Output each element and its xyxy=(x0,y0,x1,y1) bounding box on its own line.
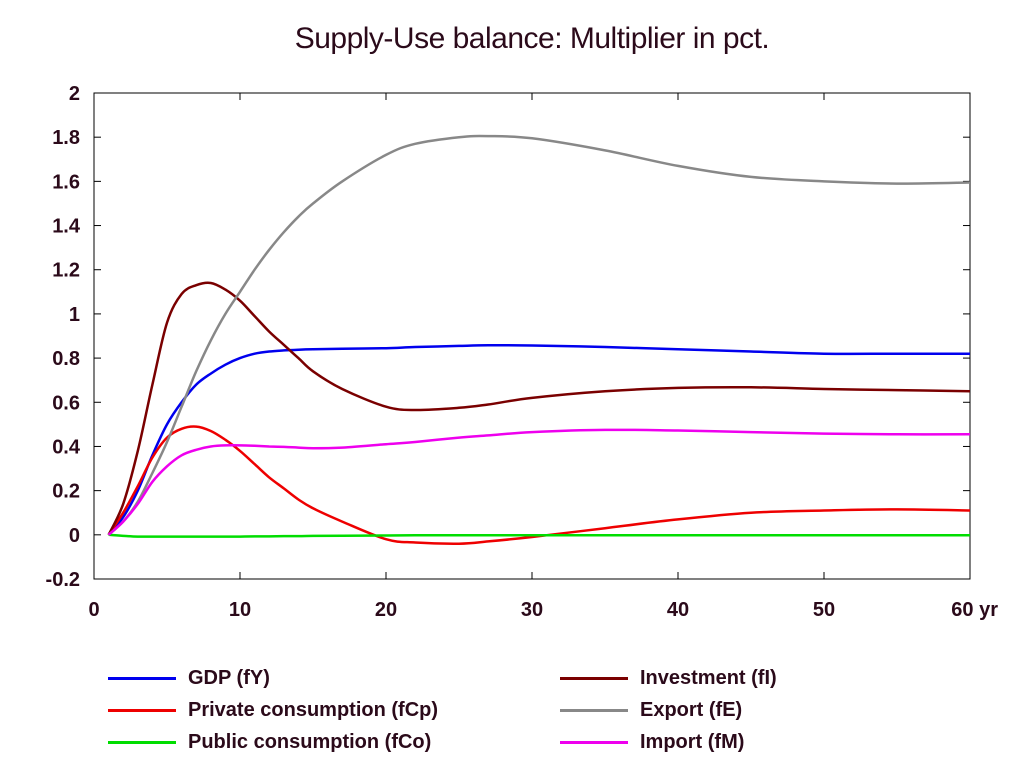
y-tick-label: 0.8 xyxy=(52,348,80,370)
x-tick-label: 40 xyxy=(667,599,689,621)
plot-frame xyxy=(93,92,971,580)
y-tick-label: 0.2 xyxy=(52,481,80,503)
series-line-investment xyxy=(107,281,971,536)
y-tick-label: 1.8 xyxy=(52,127,80,149)
x-tick-label: 20 xyxy=(375,599,397,621)
y-tick-label: 0.6 xyxy=(52,392,80,414)
series-line-private-consumption xyxy=(107,425,971,545)
y-tick-label: 1.4 xyxy=(52,216,81,238)
series-line-export xyxy=(107,134,971,536)
y-tick-label: 1.6 xyxy=(52,171,80,193)
y-tick-label: 0.4 xyxy=(52,436,81,458)
tick-labels: 2 1.8 1.6 1.4 1.2 1 0.8 0.6 0.4 0.2 0 -0.2 0 10 20 30 40… xyxy=(46,83,999,621)
y-tick-label: 1 xyxy=(69,304,80,326)
series-layer xyxy=(107,134,971,545)
chart-title: Supply-Use balance: Multiplier in pct. xyxy=(294,22,770,55)
series-line-public-consumption xyxy=(108,533,970,538)
y-tick-label: 1.2 xyxy=(52,260,80,282)
series-line-gdp xyxy=(107,343,970,536)
chart-axes xyxy=(93,92,971,580)
x-tick-label: 50 xyxy=(813,599,835,621)
y-tick-label: -0.2 xyxy=(46,569,80,591)
y-tick-label: 2 xyxy=(69,83,80,105)
series-line-import xyxy=(107,428,971,536)
x-tick-label: 30 xyxy=(521,599,543,621)
x-tick-label: 10 xyxy=(229,599,251,621)
y-tick-label: 0 xyxy=(69,525,80,547)
x-tick-label: 0 xyxy=(88,599,99,621)
x-tick-label: 60 yr xyxy=(951,599,998,621)
